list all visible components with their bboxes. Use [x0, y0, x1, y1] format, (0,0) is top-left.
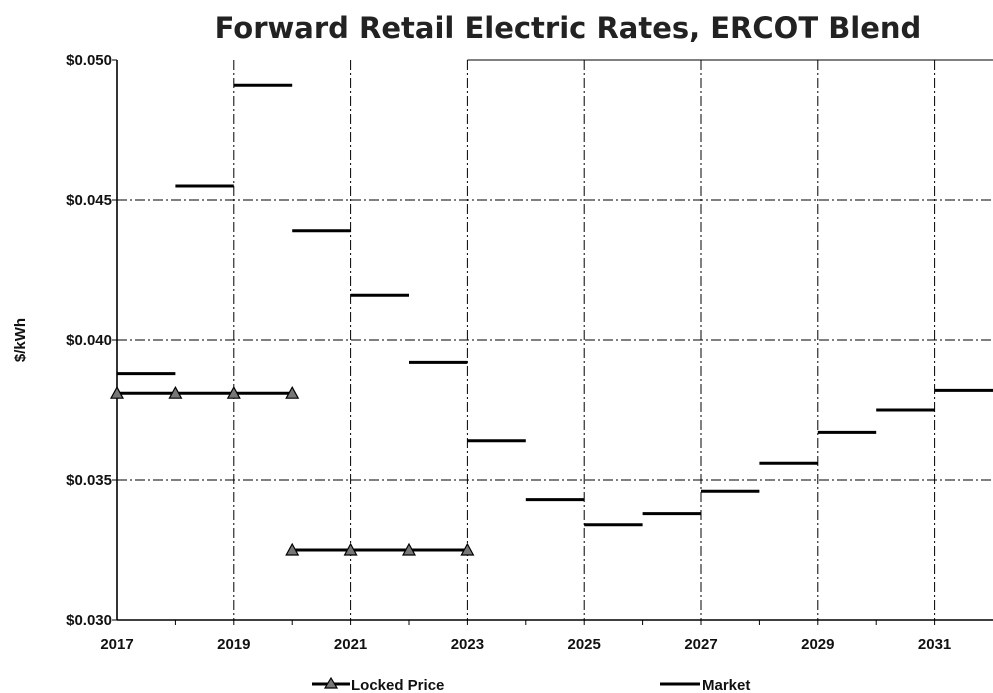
legend-item-market: Market — [660, 677, 750, 693]
axes — [112, 59, 993, 625]
chart-title: Forward Retail Electric Rates, ERCOT Ble… — [215, 11, 922, 45]
locked-price-marker — [109, 385, 125, 399]
grid — [117, 60, 993, 620]
x-tick-labels: 2017 2019 2021 2023 2025 2027 2029 2031 — [100, 636, 951, 653]
locked-price-marker — [285, 542, 300, 556]
series-locked-price — [109, 385, 475, 556]
series-market — [117, 83, 993, 527]
y-tick-label: $0.045 — [66, 192, 112, 209]
legend: Locked Price Market — [312, 676, 750, 693]
x-tick-label: 2027 — [684, 636, 717, 653]
x-tick-label: 2023 — [451, 636, 484, 653]
locked-price-marker — [401, 542, 417, 556]
x-tick-label: 2019 — [217, 636, 250, 653]
legend-market-label: Market — [702, 677, 750, 693]
x-tick-label: 2029 — [801, 636, 834, 653]
x-tick-label: 2017 — [100, 636, 133, 653]
y-axis-label: $/kWh — [12, 318, 29, 362]
locked-price-marker — [226, 385, 241, 399]
x-tick-label: 2031 — [918, 636, 951, 653]
y-tick-label: $0.050 — [66, 52, 112, 69]
y-tick-label: $0.035 — [66, 472, 112, 489]
y-tick-labels: $0.030 $0.035 $0.040 $0.045 $0.050 — [66, 52, 112, 629]
locked-price-marker — [168, 385, 183, 399]
legend-item-locked-price: Locked Price — [312, 676, 444, 693]
legend-locked-label: Locked Price — [351, 677, 444, 693]
y-tick-label: $0.040 — [66, 332, 112, 349]
x-tick-label: 2021 — [334, 636, 367, 653]
locked-price-marker — [285, 385, 300, 399]
x-tick-label: 2025 — [568, 636, 601, 653]
locked-price-marker — [343, 542, 358, 556]
locked-price-marker — [460, 542, 475, 556]
y-tick-label: $0.030 — [66, 612, 112, 629]
legend-locked-triangle-icon — [323, 676, 339, 689]
